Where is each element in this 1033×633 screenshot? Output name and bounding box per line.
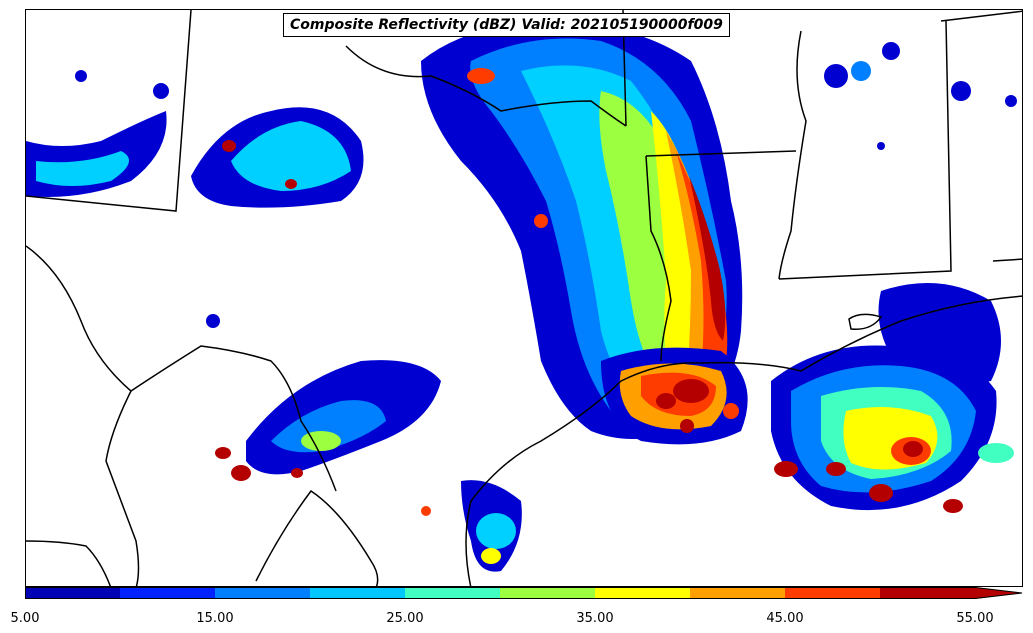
- colorbar-tick-label: 15.00: [196, 611, 234, 626]
- colorbar-segment: [785, 587, 880, 599]
- state-border-ok-tx: [26, 10, 192, 212]
- colorbar-tick-label: 35.00: [576, 611, 614, 626]
- colorbar-segment: [120, 587, 215, 599]
- coast-mexico: [26, 540, 112, 586]
- colorbar: [25, 587, 1023, 599]
- echo-darkred-coast: [673, 379, 709, 403]
- echo-darkred-squall: [689, 176, 726, 341]
- echo-darkred-stx-3: [291, 468, 303, 478]
- echo-darkred-east-3: [826, 462, 846, 476]
- state-border-ms: [778, 20, 952, 280]
- coastline-texas: [465, 362, 702, 586]
- colorbar-tick-label: 45.00: [766, 611, 804, 626]
- state-border-east: [992, 258, 1022, 262]
- colorbar-tick-label: 55.00: [956, 611, 994, 626]
- colorbar-tick-label: 5.00: [10, 611, 40, 626]
- echo-cell: [680, 419, 694, 433]
- echo-darkred-east-5: [943, 499, 963, 513]
- echo-green-stx: [301, 431, 341, 451]
- echo-cell: [882, 42, 900, 60]
- border-us-south: [940, 10, 1022, 22]
- map-title: Composite Reflectivity (dBZ) Valid: 2021…: [283, 13, 730, 37]
- echo-cyan-coastal-tx: [476, 513, 516, 549]
- echo-yellow-coastal-tx: [481, 548, 501, 564]
- colorbar-tick-label: 25.00: [386, 611, 424, 626]
- reflectivity-map: [26, 10, 1022, 586]
- echo-cell: [723, 403, 739, 419]
- colorbar-segment: [215, 587, 310, 599]
- echo-cell: [206, 314, 220, 328]
- state-border-tx-la: [645, 155, 672, 362]
- colorbar-segment: [310, 587, 405, 599]
- echo-cell: [1005, 95, 1017, 107]
- echo-darkred-stx-2: [215, 447, 231, 459]
- echo-darkred-east-4: [774, 461, 798, 477]
- echo-blue-west: [26, 111, 167, 197]
- state-border-ar-la: [645, 150, 797, 157]
- boundaries: [26, 10, 1022, 586]
- echo-lightblue-stx: [271, 400, 386, 453]
- echo-cell: [951, 81, 971, 101]
- echo-cell: [851, 61, 871, 81]
- echo-cell: [153, 83, 169, 99]
- colorbar-segment: [500, 587, 595, 599]
- echo-cyan-west: [36, 151, 129, 186]
- echo-red-north: [467, 68, 495, 84]
- colorbar-segment: [405, 587, 500, 599]
- coastline-louisiana: [700, 295, 1022, 372]
- country-border-mx-west: [26, 245, 140, 586]
- colorbar-segment: [880, 587, 975, 599]
- colorbar-segment: [595, 587, 690, 599]
- echo-blue-east-2: [878, 283, 1001, 385]
- echo-darkred-stx: [231, 465, 251, 481]
- colorbar-segment: [690, 587, 785, 599]
- colorbar-outline: [25, 587, 1023, 599]
- echo-cell: [877, 142, 885, 150]
- echo-darkred-north: [222, 140, 236, 152]
- colorbar-extend-arrow: [975, 587, 1023, 599]
- echo-cyan-east-3: [978, 443, 1014, 463]
- echo-cell: [824, 64, 848, 88]
- reflectivity-field: [26, 21, 1017, 572]
- echo-darkred-east-2: [869, 484, 893, 502]
- echo-cell: [75, 70, 87, 82]
- colorbar-segment: [25, 587, 120, 599]
- echo-darkred-east: [903, 441, 923, 457]
- echo-darkred-coast-2: [656, 393, 676, 409]
- country-border-mx-south: [255, 489, 379, 586]
- country-border-rio-grande: [130, 345, 337, 492]
- echo-cell: [421, 506, 431, 516]
- echo-cell: [534, 214, 548, 228]
- river-mississippi: [778, 30, 807, 280]
- map-panel: [25, 9, 1023, 587]
- state-border-red-river: [345, 45, 627, 127]
- lake-pontchartrain: [848, 313, 883, 330]
- echo-darkred-north-2: [285, 179, 297, 189]
- echo-cyan-north: [231, 121, 351, 191]
